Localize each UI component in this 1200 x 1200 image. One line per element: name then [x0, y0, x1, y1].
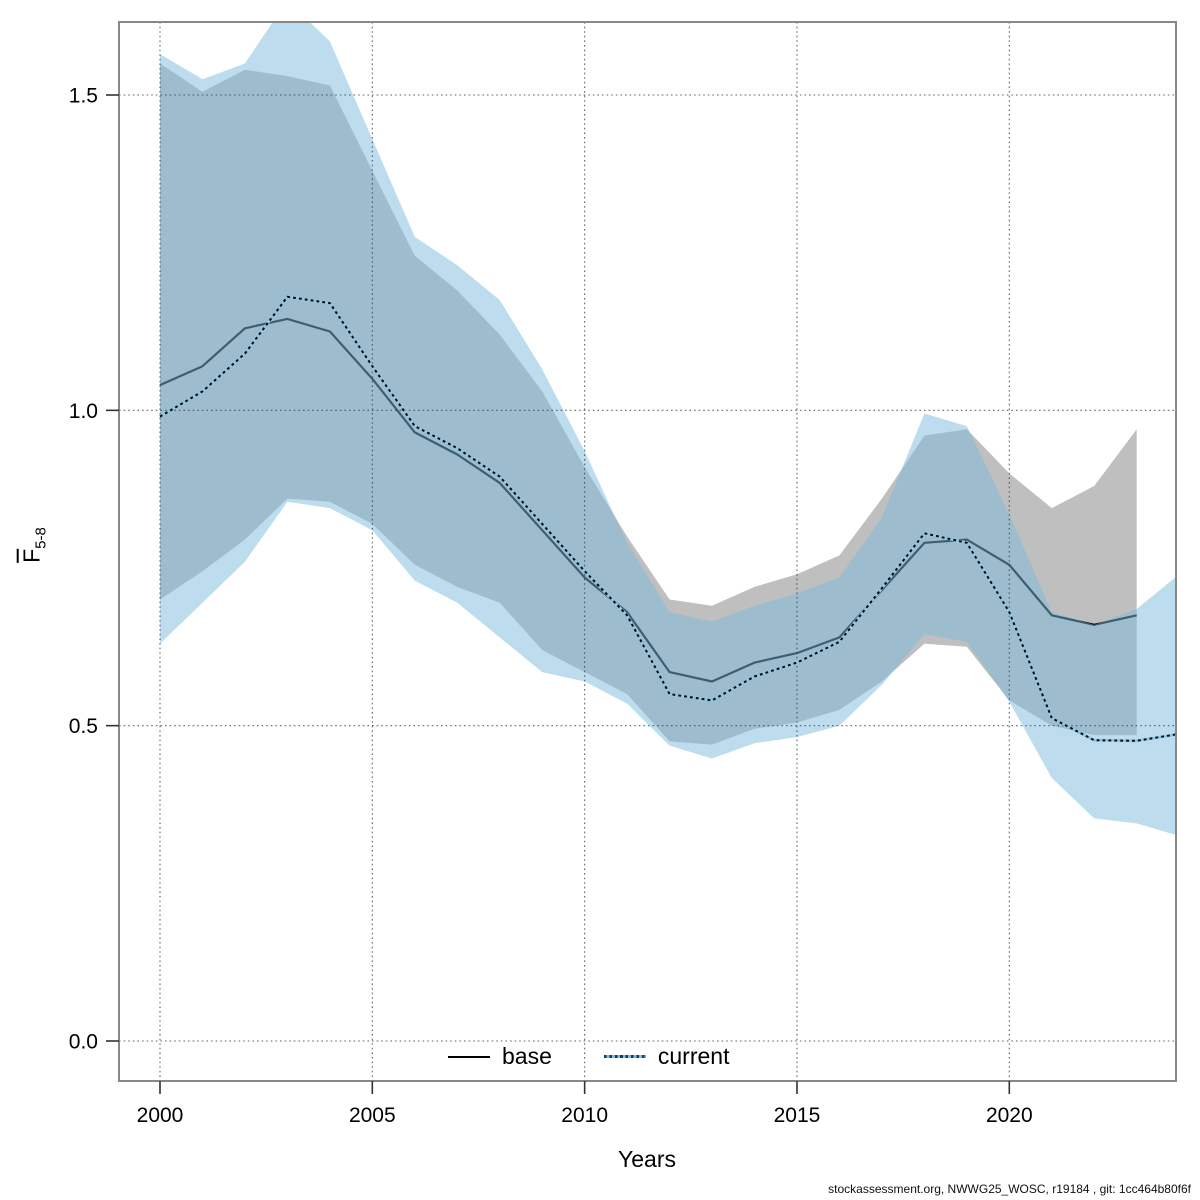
x-tick-label-2000: 2000 — [137, 1104, 184, 1127]
y-axis-title-main: F — [18, 548, 45, 563]
legend: base current — [448, 1043, 729, 1070]
legend-label-current: current — [657, 1043, 730, 1069]
axes: 2000 2005 2010 2015 2020 0.0 0.5 1.0 1.5 — [69, 21, 1177, 1127]
legend-line-current — [603, 1055, 646, 1058]
x-axis-title: Years — [618, 1146, 676, 1172]
y-tick-label-1: 1.0 — [69, 400, 98, 423]
x-tick-label-2005: 2005 — [349, 1104, 396, 1127]
x-tick-label-2015: 2015 — [774, 1104, 821, 1127]
plot-area — [119, 22, 1176, 1081]
band-current — [160, 22, 1176, 836]
legend-label-base: base — [502, 1043, 552, 1069]
y-axis-title-sub: 5-8 — [32, 527, 50, 549]
x-tick-label-2010: 2010 — [561, 1104, 608, 1127]
plot-frame — [118, 21, 1177, 1082]
x-tick-label-2020: 2020 — [986, 1104, 1033, 1127]
y-tick-label-1.5: 1.5 — [69, 84, 98, 107]
footer-attribution: stockassessment.org, NWWG25_WOSC, r19184… — [828, 1182, 1191, 1196]
line-current — [159, 295, 1176, 742]
y-tick-label-0: 0.0 — [69, 1031, 98, 1054]
y-tick-label-0.5: 0.5 — [69, 715, 98, 738]
y-axis-title: F5-8 — [19, 527, 50, 563]
legend-line-base — [448, 1055, 490, 1058]
